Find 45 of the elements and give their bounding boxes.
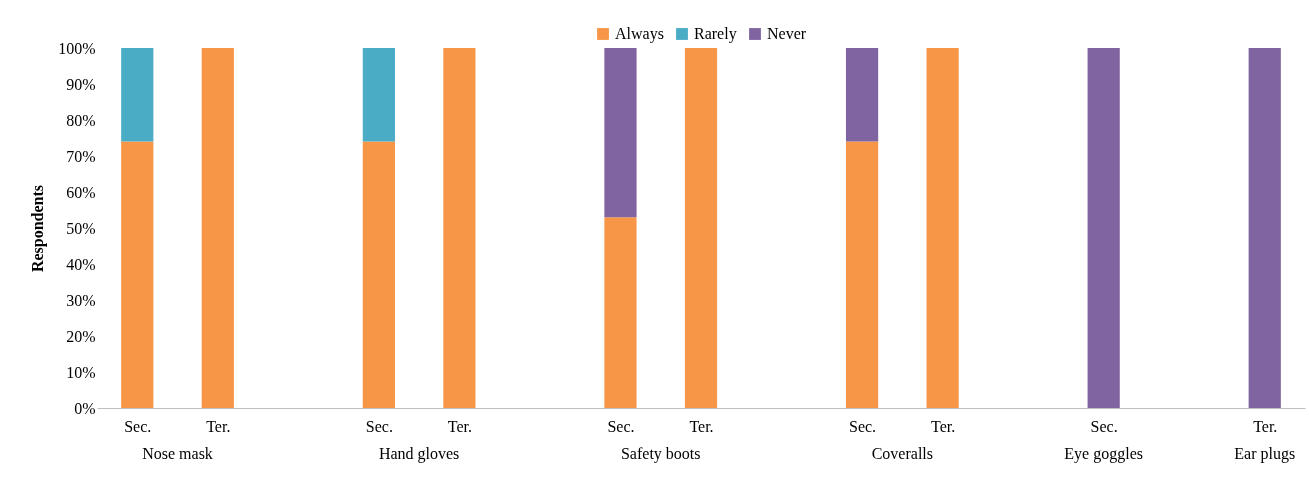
y-tick-label: 0% <box>74 399 96 417</box>
bar <box>1248 48 1281 408</box>
bar <box>845 141 879 408</box>
legend-label: Rarely <box>694 25 737 43</box>
text: Hand gloves <box>378 445 460 463</box>
x-tick-label: Sec. <box>607 417 635 435</box>
y-tick-label: 80% <box>66 111 96 129</box>
x-tick-label: Ter. <box>689 417 714 435</box>
x-tick-label: Sec. <box>365 417 393 435</box>
y-tick-label: 100% <box>58 39 96 57</box>
y-tick-label: 30% <box>66 291 96 309</box>
bar <box>684 48 718 408</box>
y-tick-label: 60% <box>66 183 96 201</box>
y-tick-label: 70% <box>66 147 96 165</box>
bar <box>201 48 234 408</box>
bar <box>926 48 959 408</box>
legend-label: Always <box>615 25 664 43</box>
text: Nose mask <box>142 445 213 462</box>
x-tick-label: Ter. <box>447 417 472 435</box>
y-axis-title: Respondents <box>29 184 48 273</box>
bar <box>121 48 154 142</box>
text: Safety boots <box>620 445 701 463</box>
legend-label: Never <box>767 25 807 42</box>
text: Eye goggles <box>1064 445 1143 463</box>
text: Ear plugs <box>1234 445 1296 463</box>
bar <box>604 48 637 218</box>
y-tick-label: 50% <box>66 219 96 237</box>
x-tick-label: Sec. <box>1090 417 1118 435</box>
bar <box>1087 48 1120 408</box>
y-tick-label: 10% <box>66 363 96 381</box>
x-tick-label: Sec. <box>849 417 877 435</box>
x-tick-label: Ter. <box>206 417 231 435</box>
x-tick-label: Ter. <box>1253 417 1278 435</box>
y-tick-label: 20% <box>66 327 96 345</box>
bar <box>362 48 395 142</box>
bar <box>604 217 637 408</box>
bar <box>362 141 395 408</box>
bar <box>121 141 154 408</box>
y-tick-label: 40% <box>66 255 96 273</box>
text: Coveralls <box>871 445 933 462</box>
bar <box>845 48 879 142</box>
x-tick-label: Ter. <box>931 417 956 435</box>
y-tick-label: 90% <box>66 75 96 93</box>
bar <box>443 48 476 408</box>
x-tick-label: Sec. <box>124 417 152 435</box>
